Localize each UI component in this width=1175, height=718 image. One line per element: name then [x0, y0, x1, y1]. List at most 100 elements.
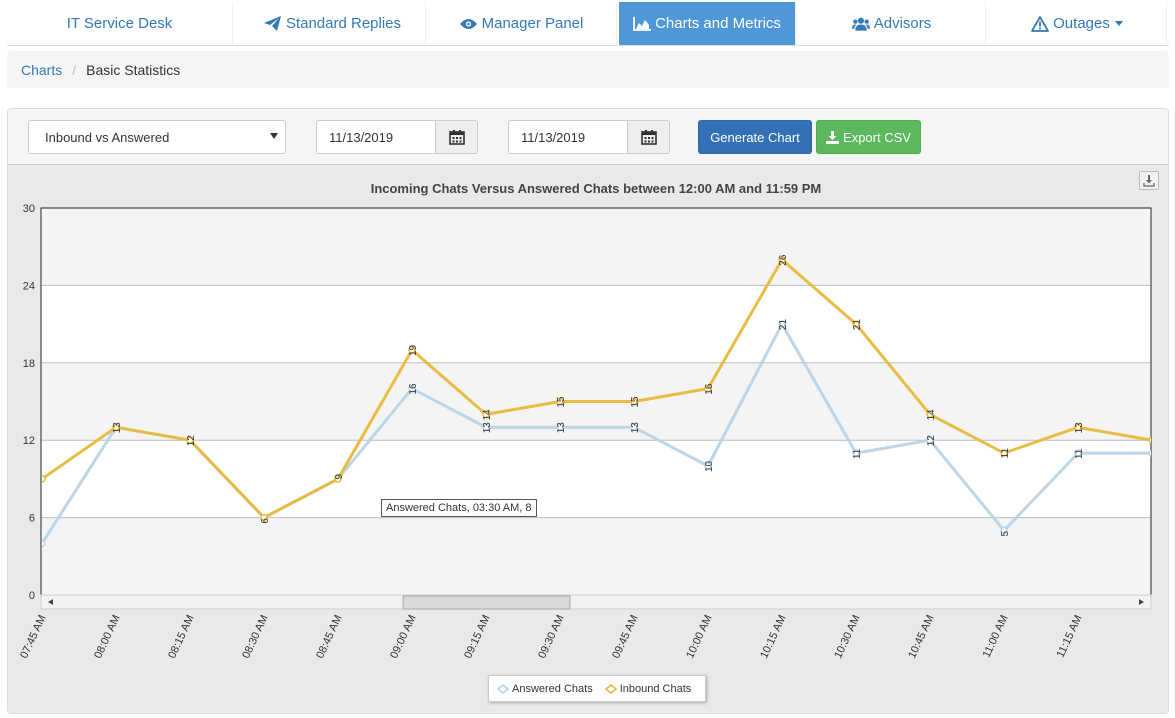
warning-icon [1031, 15, 1050, 32]
data-point [482, 410, 490, 419]
x-tick-label: 09:00 AM [388, 613, 419, 660]
calendar-icon[interactable] [627, 120, 670, 154]
legend-item-answered-chats[interactable]: Answered Chats [497, 683, 593, 695]
data-point [1000, 449, 1008, 457]
x-tick-label: 08:15 AM [166, 613, 197, 660]
generate-chart-button[interactable]: Generate Chart [698, 120, 812, 154]
chart-tooltip: Answered Chats, 03:30 AM, 8 [381, 499, 537, 517]
data-label: 13 [112, 422, 123, 434]
x-tick-label: 11:15 AM [1055, 613, 1085, 659]
top-navigation: IT Service Desk Standard Replies Manager P… [7, 0, 1169, 46]
data-label: 26 [778, 254, 789, 266]
caret-down-icon [1114, 21, 1123, 26]
x-tick-label: 08:45 AM [314, 613, 345, 660]
data-label: 12 [926, 435, 937, 447]
nav-tab-label: IT Service Desk [66, 15, 173, 32]
y-tick-label: 18 [23, 358, 35, 370]
legend-label: Inbound Chats [619, 682, 692, 695]
x-tick-label: 11:00 AM [981, 613, 1011, 659]
y-tick-label: 12 [23, 435, 35, 447]
x-tick-label: 10:00 AM [684, 613, 715, 660]
scroll-right-arrow-icon[interactable] [1139, 599, 1144, 605]
export-csv-button[interactable]: Export CSV [816, 120, 921, 154]
area-chart-icon [633, 16, 652, 32]
nav-tab-label: Charts and Metrics [655, 15, 781, 32]
data-label: 13 [1074, 422, 1085, 434]
calendar-icon[interactable] [435, 120, 478, 154]
data-point [704, 384, 712, 393]
breadcrumb: Charts / Basic Statistics [7, 51, 1169, 88]
data-point [704, 462, 712, 470]
series-group: 12 6 16 13 13 13 10 21 11 12 5 11 13 9 19 14 15 15 16 26 21 1… [42, 254, 1151, 548]
data-point [334, 475, 342, 483]
nav-tab-label: Outages [1053, 15, 1110, 32]
scroll-left-arrow-icon[interactable] [48, 599, 53, 605]
data-label: 6 [260, 518, 271, 524]
nav-tab-manager-panel[interactable]: Manager Panel [427, 2, 617, 45]
x-tick-label: 10:45 AM [906, 613, 937, 660]
x-tick-label: 08:30 AM [240, 613, 271, 660]
nav-tab-label: Advisors [873, 15, 932, 32]
data-label: 21 [852, 319, 863, 331]
data-label: 11 [1074, 448, 1085, 459]
y-tick-label: 0 [29, 590, 35, 602]
data-point [260, 513, 268, 522]
data-label: 16 [704, 383, 715, 395]
x-tick-label: 07:45 AM [18, 613, 49, 660]
legend-marker-icon [497, 683, 509, 694]
chart-title: Incoming Chats Versus Answered Chats bet… [371, 181, 822, 196]
data-point [42, 475, 46, 483]
start-date-group: 11/13/2019 [316, 120, 478, 154]
grid-band [42, 208, 1150, 286]
breadcrumb-link-charts[interactable]: Charts [21, 61, 63, 78]
legend-item-inbound-chats[interactable]: Inbound Chats [604, 682, 692, 695]
data-label: 11 [852, 448, 863, 459]
users-icon [851, 16, 870, 32]
chart-legend: Answered Chats Inbound Chats [488, 675, 706, 702]
nav-tab-charts-and-metrics[interactable]: Charts and Metrics [619, 2, 796, 45]
chart-download-icon[interactable] [1139, 171, 1159, 190]
start-date-input[interactable]: 11/13/2019 [316, 120, 435, 154]
x-tick-label: 10:15 AM [758, 613, 789, 660]
data-point [926, 410, 934, 419]
chart-type-select[interactable]: Inbound vs Answered [28, 120, 286, 154]
export-csv-label: Export CSV [843, 129, 911, 145]
line-chart: 0 6 12 18 24 30 Incoming Chats Versus Answered… [18, 181, 1152, 660]
data-point [852, 449, 860, 457]
data-point [112, 423, 120, 432]
data-label: 13 [482, 422, 493, 434]
data-point [778, 320, 786, 328]
data-label: 5 [1000, 531, 1011, 537]
breadcrumb-current: Basic Statistics [86, 61, 181, 78]
nav-tab-advisors[interactable]: Advisors [798, 2, 986, 45]
data-point [1074, 423, 1082, 432]
data-point [1074, 449, 1082, 457]
chart-scrollbar-thumb[interactable] [402, 595, 571, 610]
data-label: 12 [186, 435, 197, 447]
nav-tab-it-service-desk[interactable]: IT Service Desk [7, 2, 233, 45]
nav-tab-outages[interactable]: Outages [988, 2, 1167, 45]
data-point [482, 423, 490, 432]
data-label: 11 [1000, 448, 1011, 459]
nav-tab-standard-replies[interactable]: Standard Replies [240, 2, 426, 45]
data-label: 14 [482, 409, 493, 421]
end-date-group: 11/13/2019 [508, 120, 670, 154]
data-point [186, 436, 194, 444]
x-tick-label: 09:30 AM [536, 613, 567, 660]
paper-plane-icon [264, 16, 282, 32]
x-tick-label: 08:00 AM [92, 613, 123, 660]
chart-panel: Inbound vs Answered 11/13/2019 11/13/201… [7, 108, 1169, 714]
data-point [1148, 436, 1151, 444]
chart-scrollbar-track [40, 594, 1152, 610]
chart-area: 0 6 12 18 24 30 Incoming Chats Versus Answered… [8, 164, 1168, 713]
data-label: 13 [630, 422, 641, 434]
x-tick-label: 09:45 AM [610, 613, 641, 660]
data-label: 15 [556, 396, 567, 408]
data-point [630, 397, 638, 406]
end-date-input[interactable]: 11/13/2019 [508, 120, 627, 154]
x-tick-label: 10:30 AM [832, 613, 863, 660]
data-point [778, 255, 786, 264]
chart-type-select-value: Inbound vs Answered [45, 129, 170, 145]
data-label: 16 [408, 383, 419, 395]
y-tick-label: 6 [29, 513, 35, 525]
